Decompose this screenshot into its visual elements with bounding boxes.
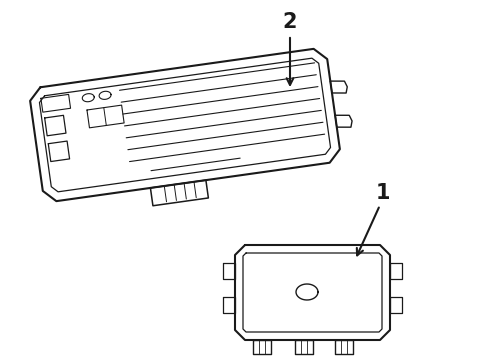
Text: 1: 1 [376, 183, 390, 203]
Text: 2: 2 [283, 12, 297, 32]
